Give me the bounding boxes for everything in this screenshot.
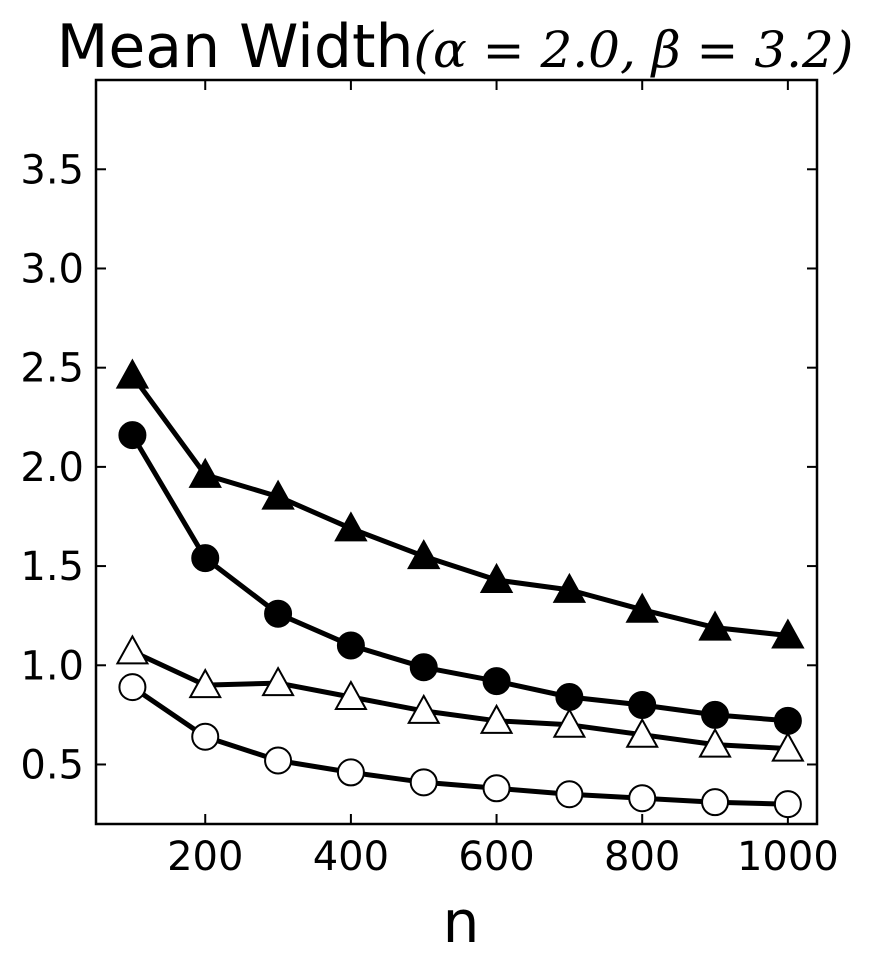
data-point: [188, 457, 222, 488]
data-point: [698, 610, 732, 641]
data-point: [191, 544, 220, 573]
series-3: [115, 634, 805, 762]
data-point: [479, 562, 514, 593]
x-tick-label: 200: [167, 834, 243, 880]
data-point: [771, 731, 805, 762]
data-point: [264, 746, 293, 775]
chart-title-main: Mean Width: [57, 12, 414, 82]
chart-title: Mean Width(α = 2.0, β = 3.2): [57, 12, 854, 82]
y-tick-label: 2.5: [20, 346, 84, 392]
data-point: [409, 653, 438, 682]
data-point: [407, 693, 441, 724]
data-point: [118, 673, 147, 702]
data-point: [625, 717, 659, 748]
data-point: [334, 511, 368, 542]
data-point: [482, 667, 511, 696]
series-4: [118, 673, 802, 819]
data-point: [701, 700, 730, 729]
y-tick-label: 3.5: [20, 147, 84, 193]
data-point: [773, 706, 802, 735]
series-2: [118, 421, 802, 735]
data-point: [552, 707, 587, 738]
data-point: [482, 774, 511, 803]
series-1: [115, 358, 805, 649]
series-line: [130, 433, 789, 724]
data-point: [555, 780, 584, 809]
data-point: [698, 727, 732, 758]
data-point: [264, 599, 293, 628]
data-point: [115, 358, 150, 389]
data-point: [625, 592, 659, 623]
series-line: [130, 685, 788, 807]
data-point: [773, 790, 802, 819]
plot-area: [94, 78, 819, 826]
x-tick-label: 800: [604, 834, 680, 880]
axis-ticks: [96, 80, 817, 824]
data-point: [701, 788, 730, 817]
data-point: [115, 634, 150, 665]
data-point: [552, 572, 587, 603]
y-tick-label: 1.5: [20, 544, 84, 590]
series-group: [115, 358, 805, 819]
data-point: [118, 421, 147, 450]
data-point: [407, 539, 441, 570]
series-line: [131, 649, 789, 752]
data-point: [479, 703, 514, 734]
series-line: [130, 374, 789, 638]
data-point: [771, 618, 805, 649]
data-point: [336, 631, 365, 660]
y-tick-label: 3.0: [20, 246, 84, 292]
tick-labels: 200 400 600 800 1000 0.5 1.0 1.5 2.0 2.5 3.0 3.5: [20, 147, 838, 880]
data-point: [261, 666, 295, 697]
y-tick-label: 0.5: [20, 742, 84, 788]
data-point: [334, 679, 368, 711]
plot-frame: [94, 78, 819, 826]
x-axis-label: n: [443, 888, 480, 956]
y-tick-label: 1.0: [20, 643, 84, 689]
data-point: [409, 768, 438, 797]
x-tick-label: 400: [313, 834, 389, 880]
data-point: [628, 690, 657, 719]
data-point: [628, 784, 657, 813]
y-tick-label: 2.0: [20, 445, 84, 491]
x-tick-label: 1000: [737, 834, 839, 880]
data-point: [188, 668, 222, 699]
x-tick-label: 600: [458, 834, 534, 880]
data-point: [336, 758, 365, 787]
chart-title-params: (α = 2.0, β = 3.2): [414, 21, 854, 79]
data-point: [191, 722, 220, 751]
data-point: [555, 683, 584, 712]
data-point: [261, 479, 295, 510]
